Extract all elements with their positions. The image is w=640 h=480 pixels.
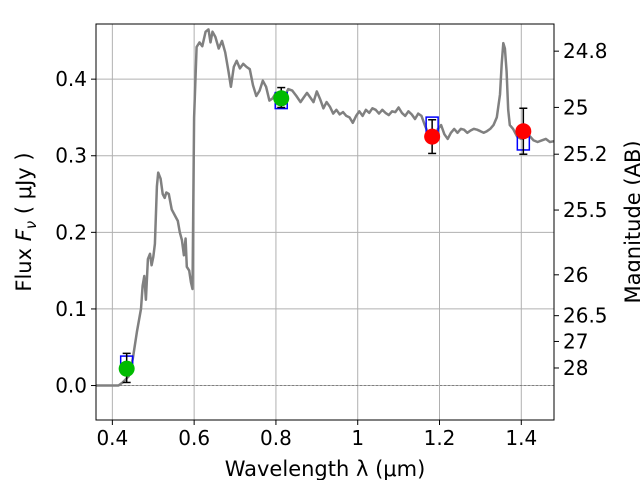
y2-tick-label: 25 — [563, 95, 588, 119]
observed-photometry-point — [118, 360, 135, 377]
ticks: 0.4 0.6 0.8 1 1.2 1.4 0.0 0.1 0.2 0.3 0.4 24.8 25 25.… — [55, 39, 607, 450]
y-tick-label: 0.0 — [55, 374, 87, 398]
y-axis-label-suffix: ( μJy ) — [12, 152, 36, 220]
x-tick-label: 0.8 — [260, 426, 292, 450]
y2-tick-label: 27 — [563, 329, 588, 353]
y2-tick-label: 25.2 — [563, 142, 608, 166]
plot-area — [96, 24, 554, 420]
y-axis-label: Flux Fν ( μJy ) — [12, 152, 40, 291]
y2-tick-label: 26.5 — [563, 304, 608, 328]
observed-photometry-series — [118, 86, 532, 384]
y2-tick-label: 28 — [563, 356, 588, 380]
y-tick-label: 0.3 — [55, 144, 87, 168]
y2-tick-label: 24.8 — [563, 39, 608, 63]
y2-tick-label: 26 — [563, 263, 588, 287]
x-axis-label: Wavelength λ (μm) — [225, 457, 426, 480]
observed-photometry-point — [273, 90, 290, 107]
y-axis-label-subscript: ν — [22, 221, 40, 229]
spectrum-line — [96, 28, 555, 387]
y-tick-label: 0.1 — [55, 297, 87, 321]
x-tick-label: 0.6 — [178, 426, 210, 450]
y-axis-label-symbol: F — [12, 228, 36, 241]
observed-photometry-point — [424, 128, 441, 145]
x-tick-label: 1.4 — [505, 426, 537, 450]
x-tick-label: 1.2 — [424, 426, 456, 450]
plot-frame — [95, 23, 555, 421]
observed-photometry-point — [515, 123, 532, 140]
y2-axis-label: Magnitude (AB) — [621, 140, 640, 303]
y-axis-label-prefix: Flux — [12, 241, 36, 291]
y-tick-label: 0.4 — [55, 67, 87, 91]
y2-tick-label: 25.5 — [563, 198, 608, 222]
x-tick-label: 1 — [351, 426, 364, 450]
y-tick-label: 0.2 — [55, 220, 87, 244]
x-tick-label: 0.4 — [96, 426, 128, 450]
spectrum-series — [96, 28, 555, 387]
